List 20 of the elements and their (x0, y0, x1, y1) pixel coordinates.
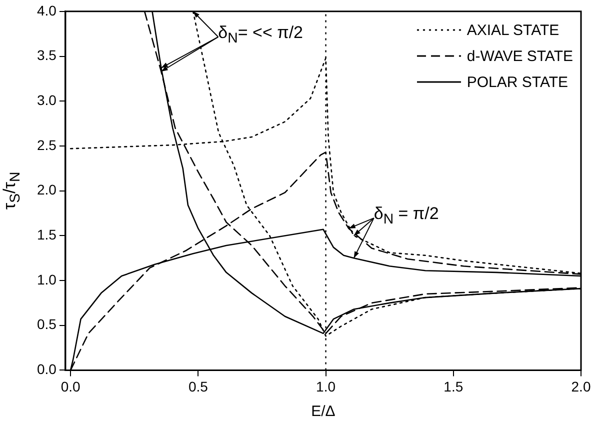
y-tick-label: 1.5 (36, 226, 57, 243)
y-tick-label: 0.0 (36, 361, 57, 378)
y-tick-label: 4.0 (36, 2, 57, 18)
x-tick-label: 1.5 (444, 378, 464, 394)
legend-label: POLAR STATE (466, 74, 568, 91)
x-tick-label: 1.0 (316, 378, 336, 394)
x-tick-label: 0.0 (60, 378, 81, 394)
x-tick-label: 2.0 (571, 378, 591, 394)
y-tick-label: 0.5 (36, 316, 57, 332)
legend-label: AXIAL STATE (466, 22, 560, 39)
y-tick-label: 1.0 (36, 271, 57, 288)
annotation: δ$_{N}$= << π/2 (218, 22, 303, 46)
legend-label: d-WAVE STATE (466, 48, 573, 65)
x-axis-title: E/Δ (311, 403, 336, 420)
y-tick-label: 2.0 (36, 182, 57, 198)
x-tick-label: 0.5 (188, 378, 208, 394)
y-tick-label: 3.0 (36, 92, 57, 108)
annotation: δ$_{N}$ = π/2 (374, 204, 439, 228)
y-tick-label: 2.5 (36, 136, 57, 153)
y-tick-label: 3.5 (36, 47, 57, 64)
